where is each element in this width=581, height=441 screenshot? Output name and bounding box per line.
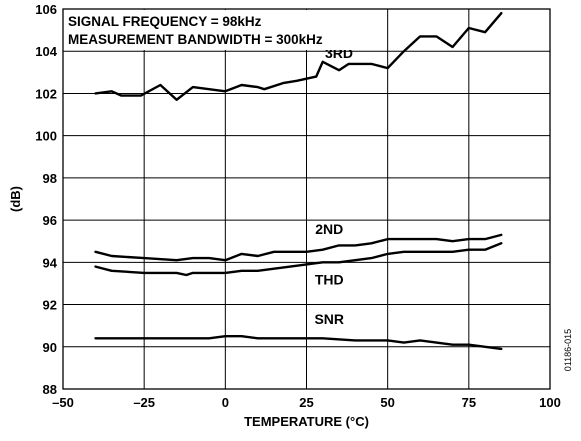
annotation-signal-frequency: SIGNAL FREQUENCY = 98kHz — [68, 14, 262, 29]
y-tick-label: 100 — [35, 129, 57, 144]
y-tick-label: 106 — [35, 2, 57, 17]
y-tick-label: 90 — [43, 340, 57, 355]
tick-labels: –50 –25 0 25 50 75 100 88 90 92 94 96 98 100 102 104 106 — [35, 2, 561, 410]
x-tick-label: 75 — [462, 395, 476, 410]
series-lines — [94, 12, 503, 351]
x-tick-label: 100 — [539, 395, 561, 410]
x-axis-title: TEMPERATURE (°C) — [244, 414, 369, 429]
y-tick-label: 88 — [43, 382, 57, 397]
y-tick-label: 98 — [43, 171, 57, 186]
series-label-snr: SNR — [314, 311, 344, 327]
series-line-thd — [94, 242, 503, 277]
series-line-3rd — [94, 12, 503, 101]
series-line-snr — [94, 335, 503, 351]
y-tick-label: 102 — [35, 86, 57, 101]
y-tick-label: 92 — [43, 298, 57, 313]
plot-frame — [62, 8, 551, 390]
series-label-thd: THD — [315, 271, 344, 287]
x-tick-label: –25 — [133, 395, 155, 410]
x-tick-label: 25 — [299, 395, 313, 410]
figure-id: 01186-015 — [563, 329, 573, 371]
y-tick-label: 94 — [43, 255, 58, 270]
x-tick-label: 0 — [222, 395, 229, 410]
annotation-measurement-bandwidth: MEASUREMENT BANDWIDTH = 300kHz — [68, 32, 323, 47]
y-tick-label: 104 — [35, 44, 57, 59]
series-line-2nd — [94, 233, 503, 262]
x-tick-label: –50 — [52, 395, 74, 410]
x-tick-label: 50 — [380, 395, 394, 410]
y-tick-label: 96 — [43, 213, 57, 228]
annotation-box-background — [64, 10, 367, 50]
grid — [63, 9, 550, 389]
series-label-2nd: 2ND — [315, 221, 343, 237]
y-axis-title: (dB) — [8, 186, 23, 212]
